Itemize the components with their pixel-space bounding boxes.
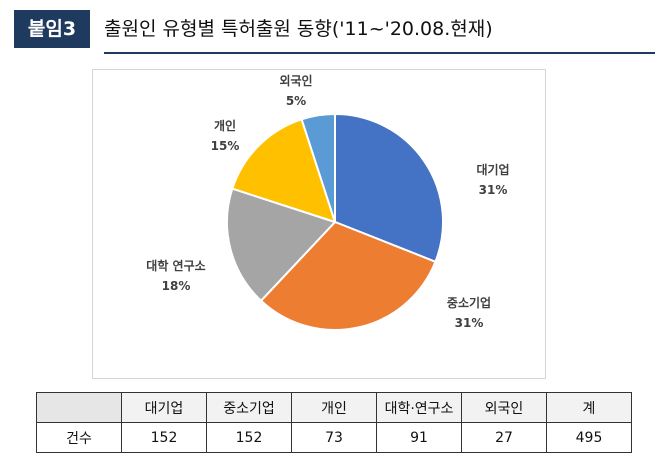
column-header: 외국인 [461, 392, 547, 423]
table-row: 건수 152 152 73 91 27 495 [36, 422, 632, 453]
pie-slice [226, 187, 337, 303]
slice-label: 대학 연구소 [146, 258, 205, 273]
table-corner-cell [36, 392, 122, 423]
page-title: 출원인 유형별 특허출원 동향('11~'20.08.현재) [104, 18, 493, 40]
header: 붙임3 출원인 유형별 특허출원 동향('11~'20.08.현재) [14, 10, 655, 54]
slice-label: 외국인 [279, 73, 312, 88]
title-underline [104, 52, 655, 54]
slice-label: 대기업 [476, 162, 509, 177]
column-header: 중소기업 [206, 392, 292, 423]
slice-label: 개인 [214, 118, 236, 133]
pie-chart-svg: 대기업 31% 중소기업 31% 대학 연구소 18% 개인 15% 외국인 5% [146, 73, 510, 331]
pie-chart: 대기업 31% 중소기업 31% 대학 연구소 18% 개인 15% 외국인 5% [92, 69, 546, 379]
row-label: 건수 [36, 422, 122, 453]
table-header-row: 대기업 중소기업 개인 대학·연구소 외국인 계 [36, 392, 632, 423]
column-header: 대기업 [121, 392, 207, 423]
slice-percent-label: 31% [455, 316, 484, 330]
slice-percent-label: 15% [211, 139, 240, 153]
column-header: 대학·연구소 [376, 392, 462, 423]
data-table: 대기업 중소기업 개인 대학·연구소 외국인 계 건수 152 152 73 9… [36, 392, 632, 453]
table-cell: 91 [376, 422, 462, 453]
slice-label: 중소기업 [447, 295, 491, 310]
column-header: 개인 [291, 392, 377, 423]
table-cell: 152 [121, 422, 207, 453]
section-badge: 붙임3 [14, 10, 90, 48]
slice-percent-label: 31% [479, 183, 508, 197]
table-cell: 152 [206, 422, 292, 453]
pie-slice [334, 112, 444, 264]
table-cell: 27 [461, 422, 547, 453]
pie-slice [259, 220, 437, 331]
slice-percent-label: 5% [286, 94, 306, 108]
column-header: 계 [546, 392, 632, 423]
slice-percent-label: 18% [162, 279, 191, 293]
pie-slice [300, 112, 336, 223]
table-cell: 495 [546, 422, 632, 453]
table-cell: 73 [291, 422, 377, 453]
